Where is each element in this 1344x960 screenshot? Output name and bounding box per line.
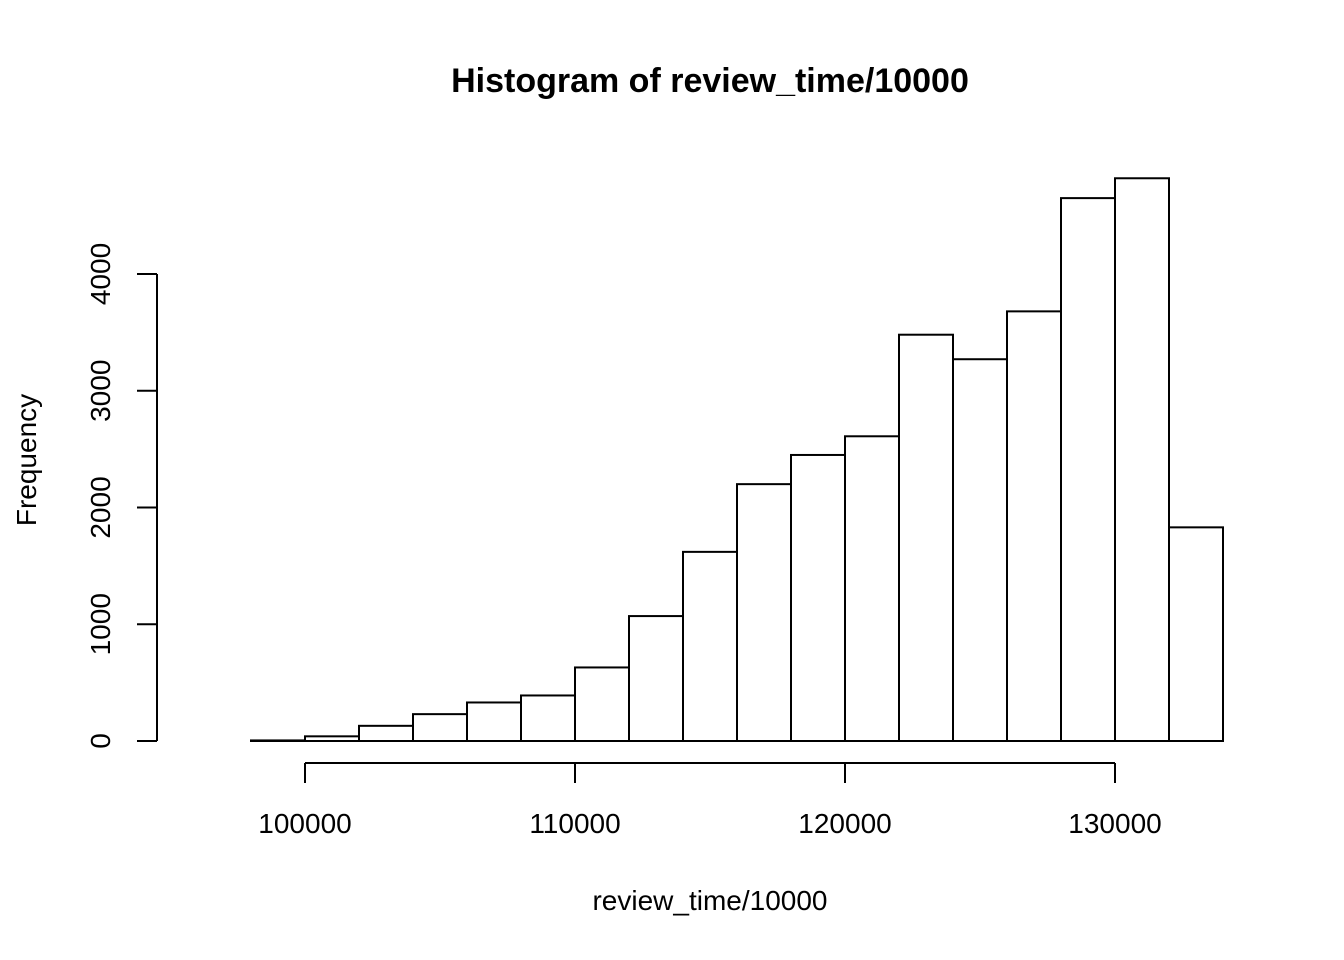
histogram-bar-7 [574, 666, 630, 743]
bars-group [250, 177, 1224, 743]
histogram-bar-18 [1168, 526, 1224, 742]
histogram-bar-17 [1114, 177, 1170, 742]
histogram-bar-1 [250, 739, 306, 743]
histogram-bar-5 [466, 701, 522, 742]
y-tick-label-3: 3000 [85, 360, 116, 422]
y-axis-label: Frequency [11, 394, 42, 526]
histogram-bar-8 [628, 615, 684, 743]
histogram-bar-3 [358, 724, 414, 743]
x-tick-label-3: 130000 [1068, 808, 1161, 839]
histogram-bar-13 [898, 333, 954, 742]
histogram-bar-4 [412, 713, 468, 743]
chart-title: Histogram of review_time/10000 [451, 62, 969, 100]
y-tick-label-1: 1000 [85, 593, 116, 655]
y-axis: 0 1000 2000 3000 4000 [85, 243, 158, 749]
x-tick-label-1: 110000 [529, 808, 620, 839]
x-tick-label-2: 120000 [798, 808, 891, 839]
x-axis: 100000 110000 120000 130000 [258, 762, 1162, 839]
y-tick-label-4: 4000 [85, 243, 116, 305]
histogram-bar-16 [1060, 197, 1116, 743]
histogram-bar-10 [736, 483, 792, 742]
histogram-bar-15 [1006, 310, 1062, 742]
histogram-bar-12 [844, 435, 900, 742]
x-axis-label: review_time/10000 [592, 885, 827, 916]
histogram-bar-2 [304, 735, 360, 743]
x-tick-label-0: 100000 [258, 808, 351, 839]
histogram-bar-6 [520, 694, 576, 743]
histogram-bar-11 [790, 453, 846, 742]
y-tick-label-0: 0 [85, 733, 116, 749]
y-tick-label-2: 2000 [85, 476, 116, 538]
histogram-bar-9 [682, 550, 738, 742]
histogram-bar-14 [952, 358, 1008, 742]
